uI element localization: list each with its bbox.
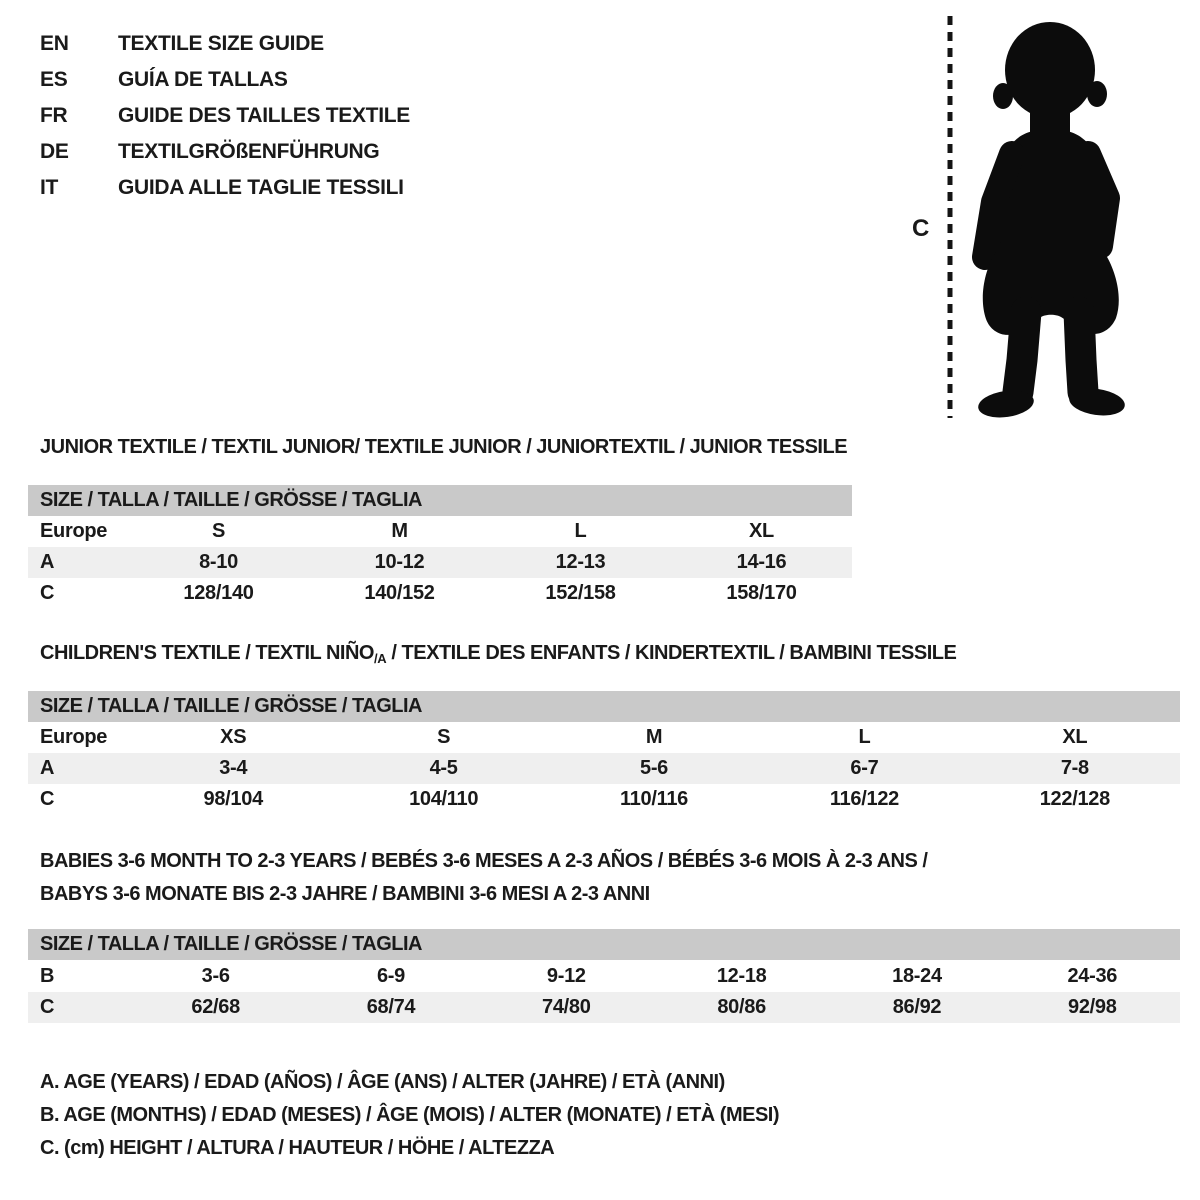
table-cell: 12-18 [716, 965, 767, 987]
table-cell: 3-6 [201, 965, 230, 987]
lang-row-de: DE TEXTILGRÖßENFÜHRUNG [40, 134, 410, 170]
table-cell: 5-6 [640, 757, 669, 779]
column-header: M [391, 520, 408, 542]
column-header: XL [1062, 726, 1088, 748]
row-label: C [40, 996, 55, 1018]
table-cell: 74/80 [542, 996, 591, 1018]
row-label: B [40, 965, 55, 987]
column-header: Europe [40, 726, 108, 748]
row-label: A [40, 757, 55, 779]
babies-age-row: B 3-6 6-9 9-12 12-18 18-24 24-36 [28, 961, 1180, 992]
table-cell: 12-13 [555, 551, 606, 573]
legend-line-height-cm: C. (cm) HEIGHT / ALTURA / HAUTEUR / HÖHE… [40, 1137, 555, 1159]
babies-heading-line1: BABIES 3-6 MONTH TO 2-3 YEARS / BEBÉS 3-… [40, 850, 928, 872]
column-header: XS [220, 726, 247, 748]
table-cell: 128/140 [183, 582, 254, 604]
lang-title: GUIDA ALLE TAGLIE TESSILI [118, 176, 404, 199]
junior-age-row: A 8-10 10-12 12-13 14-16 [28, 547, 852, 578]
column-header: M [645, 726, 663, 748]
lang-code: ES [40, 68, 68, 91]
table-cell: 14-16 [736, 551, 787, 573]
children-height-row: C 98/104 104/110 110/116 116/122 122/128 [28, 784, 1180, 815]
table-cell: 6-7 [850, 757, 879, 779]
children-heading-sub: /A [373, 651, 387, 666]
row-label: C [40, 582, 55, 604]
lang-row-en: EN TEXTILE SIZE GUIDE [40, 26, 410, 62]
height-measure-label: C [912, 215, 930, 242]
lang-title: TEXTILE SIZE GUIDE [118, 32, 324, 55]
table-cell: 152/158 [545, 582, 616, 604]
legend-line-age-months: B. AGE (MONTHS) / EDAD (MESES) / ÂGE (MO… [40, 1104, 780, 1126]
lang-code: EN [40, 32, 69, 55]
height-measure-dashed-line-icon [947, 16, 953, 418]
lang-row-it: IT GUIDA ALLE TAGLIE TESSILI [40, 170, 410, 206]
table-cell: 9-12 [546, 965, 586, 987]
row-label: C [40, 788, 55, 810]
lang-title: GUIDE DES TAILLES TEXTILE [118, 104, 410, 127]
lang-title: TEXTILGRÖßENFÜHRUNG [118, 140, 380, 163]
column-header: L [574, 520, 587, 542]
table-cell: 6-9 [376, 965, 405, 987]
table-cell: 80/86 [717, 996, 766, 1018]
junior-size-header-bar: SIZE / TALLA / TAILLE / GRÖSSE / TAGLIA [28, 485, 852, 516]
toddler-silhouette-icon [972, 22, 1125, 418]
table-cell: 122/128 [1039, 788, 1111, 810]
table-cell: 104/110 [409, 788, 479, 810]
junior-height-row: C 128/140 140/152 152/158 158/170 [28, 578, 852, 609]
table-cell: 4-5 [429, 757, 458, 779]
children-columns-row: Europe XS S M L XL [28, 722, 1180, 753]
lang-code: IT [40, 176, 59, 199]
column-header: L [858, 726, 871, 748]
children-heading-pre: CHILDREN'S TEXTILE / TEXTIL NIÑO [40, 642, 374, 664]
legend-line-age-years: A. AGE (YEARS) / EDAD (AÑOS) / ÂGE (ANS)… [40, 1071, 725, 1093]
table-cell: 68/74 [366, 996, 416, 1018]
table-cell: 98/104 [203, 788, 264, 810]
table-cell: 110/116 [620, 788, 689, 810]
children-section-heading: CHILDREN'S TEXTILE / TEXTIL NIÑO/A / TEX… [40, 642, 957, 666]
lang-code: FR [40, 104, 68, 127]
lang-title: GUÍA DE TALLAS [118, 68, 288, 91]
babies-height-row: C 62/68 68/74 74/80 80/86 86/92 92/98 [28, 992, 1180, 1023]
junior-section-heading: JUNIOR TEXTILE / TEXTIL JUNIOR/ TEXTILE … [40, 436, 848, 458]
column-header: S [211, 520, 226, 542]
column-header: Europe [40, 520, 108, 542]
children-age-row: A 3-4 4-5 5-6 6-7 7-8 [28, 753, 1180, 784]
table-cell: 62/68 [191, 996, 240, 1018]
babies-heading-line2: BABYS 3-6 MONATE BIS 2-3 JAHRE / BAMBINI… [40, 883, 650, 905]
table-cell: 158/170 [726, 582, 797, 604]
table-cell: 86/92 [892, 996, 942, 1018]
table-cell: 18-24 [892, 965, 942, 987]
table-cell: 140/152 [364, 582, 435, 604]
children-size-header-bar: SIZE / TALLA / TAILLE / GRÖSSE / TAGLIA [28, 691, 1180, 722]
lang-row-es: ES GUÍA DE TALLAS [40, 62, 410, 98]
lang-code: DE [40, 140, 69, 163]
table-cell: 92/98 [1068, 996, 1117, 1018]
row-label: A [40, 551, 55, 573]
junior-columns-row: Europe S M L XL [28, 516, 852, 547]
babies-size-header-bar: SIZE / TALLA / TAILLE / GRÖSSE / TAGLIA [28, 929, 1180, 960]
table-cell: 24-36 [1067, 965, 1118, 987]
table-cell: 8-10 [199, 551, 238, 573]
language-title-list: EN TEXTILE SIZE GUIDE ES GUÍA DE TALLAS … [40, 26, 410, 206]
measurement-legend: A. AGE (YEARS) / EDAD (AÑOS) / ÂGE (ANS)… [40, 1066, 780, 1165]
table-cell: 3-4 [219, 757, 248, 779]
table-cell: 116/122 [829, 788, 899, 810]
column-header: S [437, 726, 451, 748]
lang-row-fr: FR GUIDE DES TAILLES TEXTILE [40, 98, 410, 134]
table-cell: 7-8 [1060, 757, 1089, 779]
column-header: XL [749, 520, 774, 542]
children-heading-post: / TEXTILE DES ENFANTS / KINDERTEXTIL / B… [386, 642, 957, 664]
table-cell: 10-12 [374, 551, 425, 573]
babies-section-heading: BABIES 3-6 MONTH TO 2-3 YEARS / BEBÉS 3-… [40, 845, 928, 911]
